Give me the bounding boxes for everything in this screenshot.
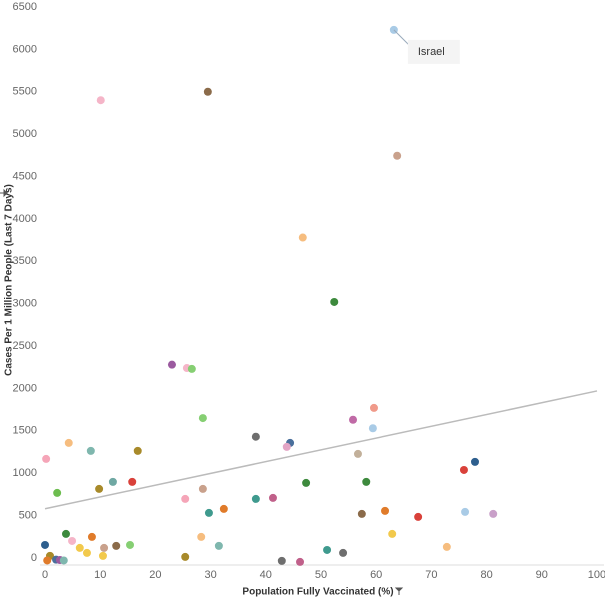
point <box>251 432 260 441</box>
point <box>133 446 142 455</box>
point <box>75 543 84 552</box>
point <box>167 360 176 369</box>
y-tick-label: 6500 <box>13 1 37 13</box>
point <box>59 556 68 565</box>
point <box>277 556 286 565</box>
point <box>302 478 311 487</box>
y-axis-title: Cases Per 1 Million People (Last 7 Days) <box>4 184 15 376</box>
point <box>41 540 50 549</box>
point <box>461 507 470 516</box>
point <box>197 532 206 541</box>
x-tick-label: 90 <box>536 569 548 581</box>
y-tick-label: 2000 <box>13 382 37 394</box>
point <box>61 529 70 538</box>
x-tick-label: 20 <box>149 569 161 581</box>
y-tick-label: 1000 <box>13 467 37 479</box>
x-tick-label: 80 <box>480 569 492 581</box>
point <box>381 506 390 515</box>
point <box>362 477 371 486</box>
point <box>100 543 109 552</box>
point <box>98 551 107 560</box>
point <box>251 494 260 503</box>
point <box>198 484 207 493</box>
point <box>126 540 135 549</box>
point <box>388 529 397 538</box>
point <box>296 557 305 566</box>
point <box>95 484 104 493</box>
y-tick-label: 1500 <box>13 425 37 437</box>
point <box>108 477 117 486</box>
x-tick-label: 100 <box>588 569 605 581</box>
point <box>282 442 291 451</box>
point <box>128 477 137 486</box>
pin-icon <box>394 587 404 595</box>
point <box>368 424 377 433</box>
point <box>82 548 91 557</box>
point <box>214 541 223 550</box>
point <box>96 96 105 105</box>
pin-icon <box>0 188 8 198</box>
point <box>357 509 366 518</box>
y-tick-label: 4500 <box>13 170 37 182</box>
annotation-text: Israel <box>418 46 445 58</box>
x-tick-label: 40 <box>260 569 272 581</box>
point <box>198 414 207 423</box>
point <box>112 541 121 550</box>
trend-line <box>44 390 598 510</box>
y-tick-label: 6000 <box>13 43 37 55</box>
point <box>187 364 196 373</box>
point <box>349 415 358 424</box>
point <box>204 508 213 517</box>
x-tick-label: 30 <box>204 569 216 581</box>
x-axis-title: Population Fully Vaccinated (%) <box>242 587 393 598</box>
y-tick-label: 2500 <box>13 340 37 352</box>
y-tick-label: 5000 <box>13 128 37 140</box>
point <box>414 512 423 521</box>
x-tick-label: 60 <box>370 569 382 581</box>
annotation-box <box>407 39 460 64</box>
point <box>393 151 402 160</box>
point <box>268 493 277 502</box>
x-tick-label: 0 <box>42 569 48 581</box>
point <box>353 449 362 458</box>
y-tick-label: 5500 <box>13 86 37 98</box>
point <box>64 438 73 447</box>
y-tick-label: 0 <box>31 552 37 564</box>
x-tick-label: 50 <box>315 569 327 581</box>
point <box>181 552 190 561</box>
point <box>323 545 332 554</box>
point <box>203 87 212 96</box>
point <box>86 446 95 455</box>
point <box>68 536 77 545</box>
x-tick-label: 10 <box>94 569 106 581</box>
y-tick-label: 3000 <box>13 298 37 310</box>
point <box>219 504 228 513</box>
point <box>442 542 451 551</box>
y-tick-label: 3500 <box>13 255 37 267</box>
y-tick-label: 4000 <box>13 213 37 225</box>
point <box>459 465 468 474</box>
point <box>489 509 498 518</box>
point <box>470 457 479 466</box>
point <box>42 454 51 463</box>
point <box>330 297 339 306</box>
point <box>298 233 307 242</box>
point <box>369 403 378 412</box>
point <box>87 532 96 541</box>
point <box>181 494 190 503</box>
point <box>43 556 52 565</box>
x-tick-label: 70 <box>425 569 437 581</box>
point <box>53 488 62 497</box>
y-tick-label: 500 <box>19 509 37 521</box>
point <box>339 548 348 557</box>
